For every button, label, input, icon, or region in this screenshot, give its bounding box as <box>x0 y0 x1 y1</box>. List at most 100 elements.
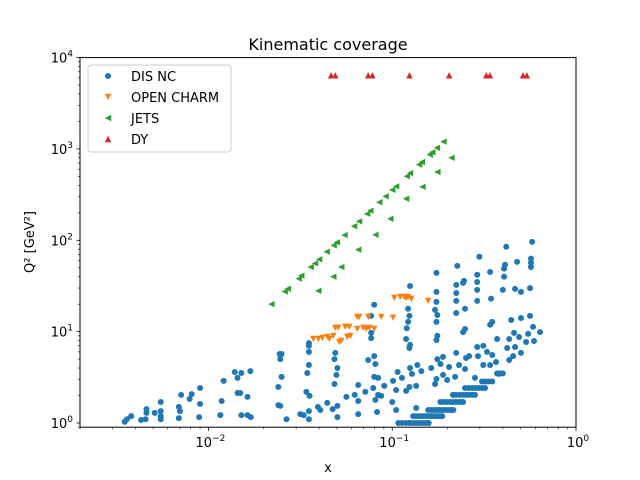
data-point-dis-nc <box>394 368 401 375</box>
legend-marker-jets <box>104 114 112 122</box>
data-point-dis-nc <box>433 298 440 305</box>
data-point-open-charm <box>365 313 372 321</box>
data-point-dis-nc <box>433 337 440 344</box>
data-point-dis-nc <box>476 253 483 260</box>
data-point-dis-nc <box>175 415 182 422</box>
data-point-dis-nc <box>393 386 400 393</box>
x-axis-label: x <box>324 461 332 476</box>
data-point-jets <box>415 161 423 168</box>
data-point-dis-nc <box>407 341 414 348</box>
data-point-dis-nc <box>440 371 447 378</box>
data-point-open-charm <box>371 325 378 333</box>
y-tick-label: 102 <box>51 232 73 249</box>
data-point-dis-nc <box>324 399 331 406</box>
data-point-dis-nc <box>178 391 185 398</box>
data-point-jets <box>333 239 341 246</box>
data-point-dis-nc <box>372 396 379 403</box>
data-point-jets <box>406 169 414 177</box>
data-point-jets <box>284 285 291 292</box>
data-point-dis-nc <box>530 323 537 330</box>
data-point-dis-nc <box>381 382 388 389</box>
data-point-dis-nc <box>407 283 414 290</box>
data-point-dis-nc <box>432 381 439 388</box>
data-point-open-charm <box>366 324 373 332</box>
data-point-dis-nc <box>504 344 511 351</box>
data-point-dis-nc <box>537 329 544 336</box>
data-point-jets <box>403 173 410 180</box>
data-point-dis-nc <box>434 356 441 363</box>
data-point-dis-nc <box>527 264 534 271</box>
y-tick-label: 101 <box>51 324 73 341</box>
data-point-dis-nc <box>231 368 238 375</box>
data-point-jets <box>402 195 410 202</box>
data-point-dis-nc <box>475 353 482 360</box>
data-point-jets <box>389 186 396 194</box>
data-point-dis-nc <box>217 412 224 419</box>
data-point-dis-nc <box>454 262 461 269</box>
data-point-open-charm <box>408 295 415 303</box>
data-point-dis-nc <box>494 336 501 343</box>
x-axis: 10−2 10−1 100 <box>79 427 589 451</box>
data-point-dis-nc <box>238 369 245 376</box>
data-point-dis-nc <box>499 286 506 293</box>
data-point-dis-nc <box>437 361 444 368</box>
data-point-dis-nc <box>527 285 534 292</box>
data-point-dis-nc <box>197 400 204 407</box>
data-point-dis-nc <box>305 361 312 368</box>
data-point-dis-nc <box>462 366 469 373</box>
data-point-dis-nc <box>439 413 446 420</box>
data-point-dis-nc <box>525 330 532 337</box>
data-point-dis-nc <box>334 365 341 372</box>
data-point-dis-nc <box>456 361 463 368</box>
legend-label-jets: JETS <box>130 112 159 127</box>
data-point-open-charm <box>347 332 354 340</box>
data-point-dis-nc <box>514 258 521 265</box>
data-point-dis-nc <box>329 406 336 413</box>
data-point-dis-nc <box>450 406 457 413</box>
data-point-dis-nc <box>278 350 285 357</box>
data-point-jets <box>330 273 337 280</box>
data-point-dis-nc <box>433 376 440 383</box>
data-point-dy <box>369 72 376 79</box>
data-point-dis-nc <box>403 325 410 332</box>
data-point-dis-nc <box>244 393 251 400</box>
data-point-dis-nc <box>157 398 164 405</box>
data-point-dis-nc <box>393 406 400 413</box>
data-point-dis-nc <box>471 374 478 381</box>
data-point-dis-nc <box>368 329 375 336</box>
data-point-open-charm <box>391 294 398 302</box>
data-point-dis-nc <box>368 335 375 342</box>
data-point-dis-nc <box>188 391 195 398</box>
legend-marker-dis-nc <box>105 73 111 79</box>
data-point-dis-nc <box>374 409 381 416</box>
data-point-dis-nc <box>529 238 536 245</box>
data-point-dis-nc <box>414 361 421 368</box>
data-point-dis-nc <box>405 318 412 325</box>
legend-marker-open-charm <box>104 93 112 101</box>
legend-frame <box>87 64 232 153</box>
data-point-dis-nc <box>305 408 312 415</box>
data-point-dis-nc <box>128 413 135 420</box>
data-point-jets <box>418 158 426 166</box>
data-point-dis-nc <box>501 273 508 280</box>
data-point-dis-nc <box>531 338 538 345</box>
data-point-dis-nc <box>453 289 460 296</box>
y-tick-label: 104 <box>51 50 74 67</box>
data-point-dis-nc <box>407 365 414 372</box>
data-point-jets <box>433 144 441 152</box>
data-point-dis-nc <box>453 297 460 304</box>
data-point-dis-nc <box>432 306 439 313</box>
data-point-dis-nc <box>355 398 362 405</box>
data-point-dis-nc <box>305 416 312 423</box>
y-tick-label: 100 <box>51 415 74 432</box>
data-point-jets <box>372 231 379 238</box>
data-point-open-charm <box>356 313 363 321</box>
data-point-dis-nc <box>453 310 460 317</box>
data-point-dis-nc <box>487 321 494 328</box>
data-point-dis-nc <box>480 342 487 349</box>
x-tick-label: 10−2 <box>196 434 226 451</box>
data-point-dis-nc <box>317 406 324 413</box>
legend: DIS NC OPEN CHARM JETS DY <box>87 64 232 153</box>
data-point-dis-nc <box>143 409 150 416</box>
data-point-dis-nc <box>362 388 369 395</box>
